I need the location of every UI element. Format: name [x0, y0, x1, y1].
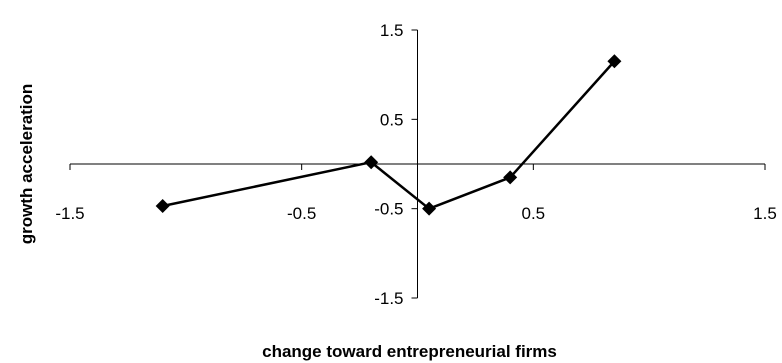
axes: [70, 30, 765, 298]
x-ticks: -1.5 -0.5 0.5 1.5: [55, 164, 776, 223]
x-tick-label: -0.5: [287, 204, 316, 223]
y-axis-title: growth acceleration: [17, 84, 36, 245]
y-tick-label: 0.5: [380, 110, 404, 129]
series-line: [163, 61, 615, 208]
data-point-marker: [156, 199, 170, 213]
y-tick-label: -0.5: [374, 200, 403, 219]
x-axis-title: change toward entrepreneurial firms: [262, 342, 557, 361]
x-tick-label: 1.5: [753, 204, 777, 223]
y-tick-label: 1.5: [380, 21, 404, 40]
y-tick-label: -1.5: [374, 289, 403, 308]
series: [156, 54, 622, 215]
x-tick-label: 0.5: [522, 204, 546, 223]
x-tick-label: -1.5: [55, 204, 84, 223]
